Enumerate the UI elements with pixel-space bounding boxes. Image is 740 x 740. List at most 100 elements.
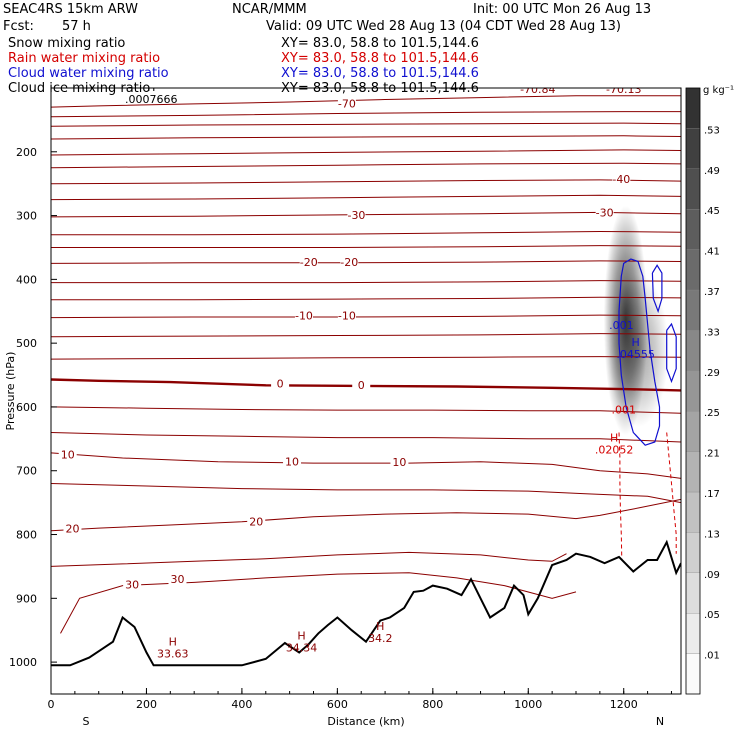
colorbar-unit: g kg⁻¹	[703, 85, 734, 96]
plot-clip: -70 -40 -30 -30 -20 -20 -10 -10 0 0 10 10 10 20 20 30 30…	[51, 71, 681, 667]
colorbar-tick-label: .45	[704, 206, 720, 217]
terrain-line	[51, 539, 681, 667]
temperature-contour	[51, 95, 681, 108]
temperature-contour	[51, 551, 567, 567]
temperature-contour	[51, 230, 681, 236]
extremum-mark: H	[147, 81, 155, 94]
colorbar-tick-label: .53	[704, 125, 720, 136]
x-tick-label: 200	[136, 698, 157, 711]
extremum-mark: H	[169, 636, 177, 649]
field-xy: XY= 83.0, 58.8 to 101.5,144.6	[281, 36, 479, 51]
south-label: S	[83, 715, 90, 728]
colorbar-tick-label: .29	[704, 368, 720, 379]
colorbar-swatch	[685, 87, 701, 129]
contour-label-bg	[595, 206, 614, 219]
colorbar-tick-label: .21	[704, 449, 720, 460]
temperature-contour	[51, 194, 681, 201]
x-axis-label: Distance (km)	[327, 715, 404, 728]
contour-label-bg	[347, 209, 366, 222]
x-tick-label: 1200	[610, 698, 638, 711]
temperature-contour	[51, 149, 681, 156]
colorbar-swatch	[685, 249, 701, 291]
contour-label: 20	[65, 522, 79, 535]
extremum-value: .04555	[616, 348, 655, 361]
extremum-value: -70.13	[606, 83, 641, 96]
temperature-contour	[51, 452, 681, 479]
temperature-contour	[51, 260, 681, 264]
contour-label-bg	[123, 578, 142, 591]
contour-label-bg	[247, 515, 266, 528]
y-tick-label: 900	[16, 592, 37, 605]
colorbar-swatch	[685, 168, 701, 210]
colorbar-tick-label: .49	[704, 166, 720, 177]
extremum-value: 33.63	[157, 648, 189, 661]
field-name: Snow mixing ratio	[8, 36, 125, 51]
colorbar-swatch	[685, 411, 701, 452]
temperature-contour	[51, 245, 681, 248]
y-tick-label: 200	[16, 146, 37, 159]
contour-label-bg	[63, 522, 82, 535]
rain-label: .001	[611, 403, 636, 416]
contour-label: 0	[358, 379, 365, 392]
cloud-water-label: .001	[609, 319, 634, 332]
x-tick-label: 0	[48, 698, 55, 711]
init-time: Init: 00 UTC Mon 26 Aug 13	[473, 2, 651, 17]
extremum-value: 34.34	[286, 641, 318, 654]
cloud-water-contour	[618, 258, 661, 446]
contour-label: -30	[596, 207, 614, 220]
extremum-mark: H	[632, 336, 640, 349]
temperature-contour	[51, 483, 681, 504]
colorbar-swatch	[685, 653, 701, 695]
contour-label: 20	[249, 515, 263, 528]
temperature-contour	[51, 135, 681, 140]
contour-label: 30	[125, 579, 139, 592]
extremum-value: 34.2	[368, 632, 393, 645]
colorbar-swatch	[685, 532, 701, 573]
contour-label: -10	[338, 309, 356, 322]
colorbar-tick-label: .01	[704, 651, 720, 662]
extremum-mark: H	[376, 620, 384, 633]
contour-label-bg	[271, 377, 290, 390]
y-tick-label: 700	[16, 465, 37, 478]
colorbar-tick-label: .05	[704, 610, 720, 621]
contour-label-bg	[390, 456, 409, 469]
colorbar-tick-label: .33	[704, 327, 720, 338]
contour-label-bg	[337, 97, 356, 110]
field-xy: XY= 83.0, 58.8 to 101.5,144.6	[281, 51, 479, 66]
colorbar-swatch	[685, 613, 701, 654]
temperature-contour	[51, 333, 681, 338]
plot-frame	[50, 87, 682, 695]
contour-label: -70	[338, 98, 356, 111]
contour-label: 0	[277, 378, 284, 391]
extremum-value: .0007666	[125, 93, 178, 106]
contour-label-bg	[168, 572, 187, 585]
extremum-value: .02052	[595, 444, 634, 457]
plot-area: -70 -40 -30 -30 -20 -20 -10 -10 0 0 10 10 10 20 20 30 30…	[4, 71, 682, 728]
field-xy: XY= 83.0, 58.8 to 101.5,144.6	[281, 66, 479, 81]
contour-label: -30	[347, 209, 365, 222]
temperature-contour	[51, 432, 681, 443]
contour-label-bg	[340, 255, 359, 268]
contour-label-bg	[294, 309, 313, 322]
extremum-mark: H	[297, 629, 305, 642]
colorbar-swatch	[685, 209, 701, 250]
colorbar-tick-label: .41	[704, 247, 720, 258]
contour-label: -20	[300, 256, 318, 269]
x-tick-label: 400	[231, 698, 252, 711]
axes: 0 200 400 600 800 1000 12002003004005006007008…	[4, 146, 672, 728]
colorbar-swatch	[685, 451, 701, 493]
contour-label: 10	[61, 448, 75, 461]
contour-label: -10	[295, 309, 313, 322]
contour-label: -40	[612, 173, 630, 186]
north-label: N	[656, 715, 664, 728]
colorbar-tick-label: .13	[704, 529, 720, 540]
center-title: NCAR/MMM	[232, 2, 307, 17]
temperature-contour	[51, 122, 681, 127]
colorbar-swatch	[685, 491, 701, 533]
contour-label: 30	[170, 573, 184, 586]
contour-label: 10	[392, 456, 406, 469]
contour-label-bg	[283, 455, 302, 468]
valid-time: Valid: 09 UTC Wed 28 Aug 13 (04 CDT Wed …	[266, 19, 621, 34]
extremum-mark: L	[535, 71, 542, 84]
